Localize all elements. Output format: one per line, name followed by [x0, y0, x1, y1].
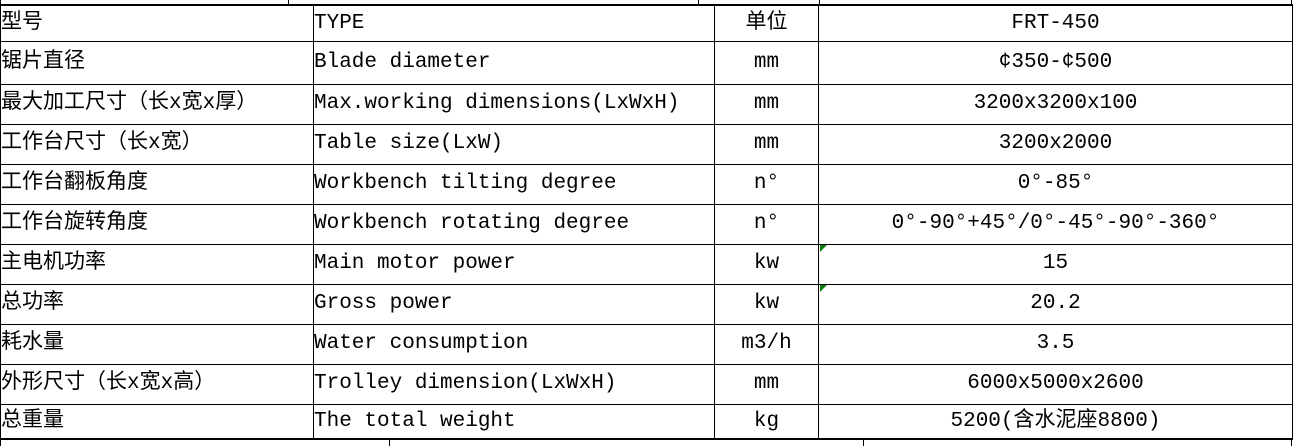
cell-name-cn: 总重量 — [0, 403, 314, 440]
cell-name-en: TYPE — [313, 4, 715, 42]
spec-table-body: 型号 TYPE 单位 FRT-450 锯片直径 Blade diameter mm ¢350-… — [0, 4, 1293, 440]
table-row: 工作台翻板角度 Workbench tilting degree n° 0°-85° — [0, 163, 1293, 205]
cell-name-cn: 型号 — [0, 4, 314, 42]
cell-name-en: Workbench tilting degree — [313, 163, 715, 205]
top-strip-divider — [698, 0, 699, 4]
top-strip — [0, 0, 1292, 4]
cell-name-cn: 主电机功率 — [0, 243, 314, 285]
cell-name-en: Gross power — [313, 283, 715, 325]
table-row: 总重量 The total weight kg 5200(含水泥座8800) — [0, 403, 1293, 440]
cell-value: 3.5 — [818, 323, 1293, 365]
table-row: 主电机功率 Main motor power kw 15 — [0, 243, 1293, 285]
cell-value: 0°-85° — [818, 163, 1293, 205]
cell-name-en: Water consumption — [313, 323, 715, 365]
bottom-strip — [0, 440, 1292, 446]
cell-value: 0°-90°+45°/0°-45°-90°-360° — [818, 203, 1293, 245]
cell-value: 5200(含水泥座8800) — [818, 403, 1293, 440]
cell-unit: kg — [714, 403, 819, 440]
cell-value: 3200x2000 — [818, 123, 1293, 165]
cell-name-cn: 工作台翻板角度 — [0, 163, 314, 205]
top-strip-divider — [819, 0, 820, 4]
table-row: 工作台尺寸（长x宽） Table size(LxW) mm 3200x2000 — [0, 123, 1293, 165]
cell-name-en: Max.working dimensions(LxWxH) — [313, 83, 715, 125]
cell-error-indicator-icon — [820, 245, 827, 252]
cell-name-en: Workbench rotating degree — [313, 203, 715, 245]
cell-name-cn: 最大加工尺寸（长x宽x厚） — [0, 83, 314, 125]
cell-value: 15 — [818, 243, 1293, 285]
cell-name-en: Table size(LxW) — [313, 123, 715, 165]
cell-value: 20.2 — [818, 283, 1293, 325]
cell-name-cn: 耗水量 — [0, 323, 314, 365]
bottom-strip-divider — [389, 440, 390, 446]
cell-unit: mm — [714, 40, 819, 85]
cell-name-cn: 外形尺寸（长x宽x高） — [0, 363, 314, 405]
cell-error-indicator-icon — [820, 285, 827, 292]
cell-name-en: Blade diameter — [313, 40, 715, 85]
cell-unit: mm — [714, 363, 819, 405]
table-row: 耗水量 Water consumption m3/h 3.5 — [0, 323, 1293, 365]
cell-unit: kw — [714, 243, 819, 285]
table-row: 锯片直径 Blade diameter mm ¢350-¢500 — [0, 40, 1293, 85]
table-row: 总功率 Gross power kw 20.2 — [0, 283, 1293, 325]
cell-unit: kw — [714, 283, 819, 325]
cell-name-en: Trolley dimension(LxWxH) — [313, 363, 715, 405]
table-row: 型号 TYPE 单位 FRT-450 — [0, 4, 1293, 42]
cell-name-cn: 工作台尺寸（长x宽） — [0, 123, 314, 165]
bottom-strip-divider — [863, 440, 864, 446]
cell-unit: mm — [714, 123, 819, 165]
cell-unit: mm — [714, 83, 819, 125]
cell-name-cn: 总功率 — [0, 283, 314, 325]
cell-value: 6000x5000x2600 — [818, 363, 1293, 405]
cell-unit: 单位 — [714, 4, 819, 42]
cell-unit: n° — [714, 203, 819, 245]
top-strip-divider — [288, 0, 289, 4]
table-row: 最大加工尺寸（长x宽x厚） Max.working dimensions(LxWx… — [0, 83, 1293, 125]
cell-name-en: The total weight — [313, 403, 715, 440]
cell-value: ¢350-¢500 — [818, 40, 1293, 85]
cell-unit: n° — [714, 163, 819, 205]
table-row: 外形尺寸（长x宽x高） Trolley dimension(LxWxH) mm 600… — [0, 363, 1293, 405]
cell-name-cn: 锯片直径 — [0, 40, 314, 85]
cell-value: FRT-450 — [818, 4, 1293, 42]
cell-name-en: Main motor power — [313, 243, 715, 285]
cell-name-cn: 工作台旋转角度 — [0, 203, 314, 245]
cell-unit: m3/h — [714, 323, 819, 365]
spec-table: 型号 TYPE 单位 FRT-450 锯片直径 Blade diameter mm ¢350-… — [0, 4, 1293, 440]
cell-value: 3200x3200x100 — [818, 83, 1293, 125]
table-row: 工作台旋转角度 Workbench rotating degree n° 0°-90°… — [0, 203, 1293, 245]
